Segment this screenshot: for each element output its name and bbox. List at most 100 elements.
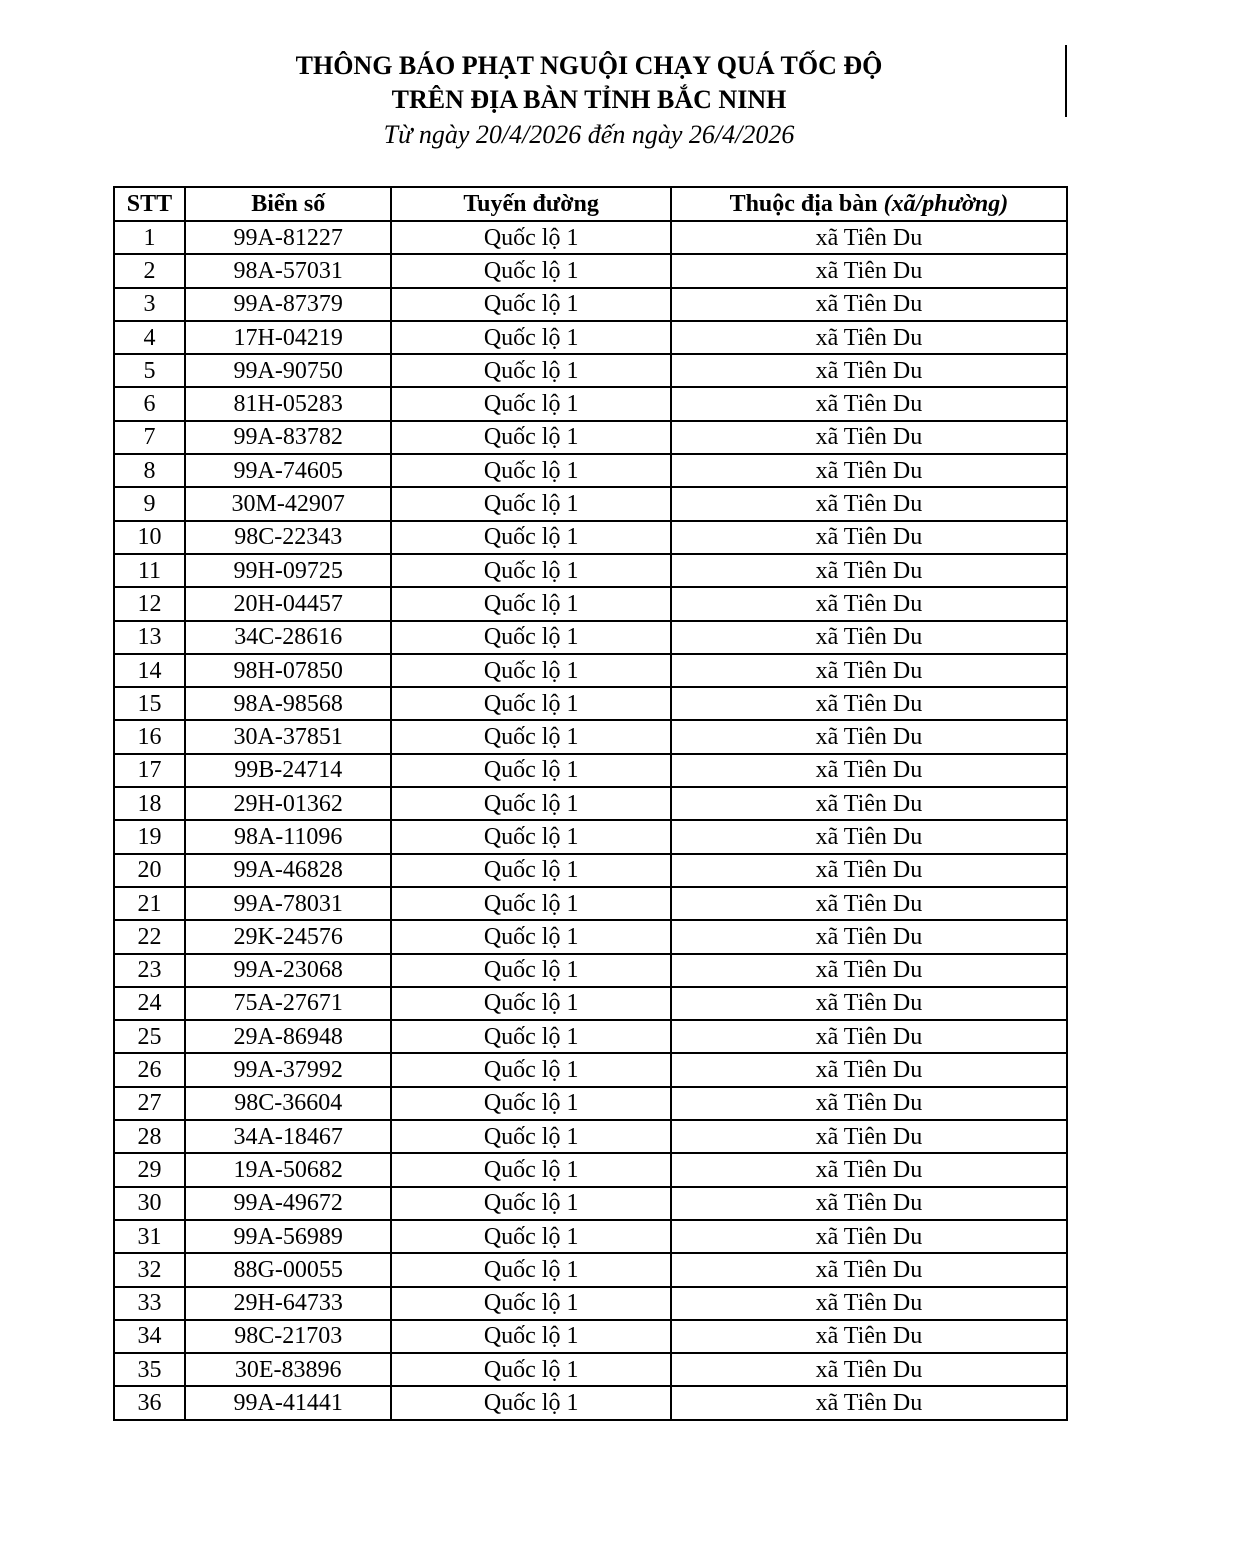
table-row: 36 99A-41441 Quốc lộ 1 xã Tiên Du: [113, 1385, 1069, 1421]
cell-stt: 16: [113, 719, 186, 755]
cell-route: Quốc lộ 1: [390, 519, 672, 555]
cell-plate: 19A-50682: [183, 1152, 393, 1188]
cell-route: Quốc lộ 1: [390, 1052, 672, 1088]
cell-plate: 98C-21703: [183, 1318, 393, 1355]
cell-area: xã Tiên Du: [669, 586, 1069, 622]
violations-table: STT Biển số Tuyến đường Thuộc địa bàn (x…: [113, 186, 1069, 1421]
cell-area: xã Tiên Du: [669, 752, 1069, 789]
cell-plate: 20H-04457: [183, 586, 393, 622]
cell-stt: 11: [113, 552, 186, 589]
cell-route: Quốc lộ 1: [390, 819, 672, 855]
cell-area: xã Tiên Du: [669, 1085, 1069, 1122]
table-row: 33 29H-64733 Quốc lộ 1 xã Tiên Du: [113, 1285, 1069, 1321]
table-row: 18 29H-01362 Quốc lộ 1 xã Tiên Du: [113, 786, 1069, 822]
cell-area: xã Tiên Du: [669, 1185, 1069, 1221]
cell-route: Quốc lộ 1: [390, 719, 672, 755]
cell-route: Quốc lộ 1: [390, 786, 672, 822]
cell-stt: 31: [113, 1218, 186, 1255]
table-row: 25 29A-86948 Quốc lộ 1 xã Tiên Du: [113, 1019, 1069, 1055]
cell-plate: 98A-98568: [183, 686, 393, 722]
cell-route: Quốc lộ 1: [390, 219, 672, 256]
cell-plate: 99A-87379: [183, 286, 393, 322]
cell-plate: 88G-00055: [183, 1252, 393, 1288]
cell-route: Quốc lộ 1: [390, 319, 672, 356]
cell-stt: 20: [113, 852, 186, 888]
cell-plate: 99A-49672: [183, 1185, 393, 1221]
cell-stt: 35: [113, 1352, 186, 1388]
cell-route: Quốc lộ 1: [390, 752, 672, 789]
cell-area: xã Tiên Du: [669, 652, 1069, 689]
cell-route: Quốc lộ 1: [390, 1285, 672, 1321]
cell-plate: 99A-23068: [183, 952, 393, 988]
table-row: 23 99A-23068 Quốc lộ 1 xã Tiên Du: [113, 952, 1069, 988]
cell-stt: 22: [113, 919, 186, 955]
cell-stt: 3: [113, 286, 186, 322]
cell-area: xã Tiên Du: [669, 253, 1069, 289]
table-row: 16 30A-37851 Quốc lộ 1 xã Tiên Du: [113, 719, 1069, 755]
cell-area: xã Tiên Du: [669, 852, 1069, 888]
cell-plate: 30M-42907: [183, 486, 393, 522]
cell-stt: 21: [113, 885, 186, 922]
table-row: 17 99B-24714 Quốc lộ 1 xã Tiên Du: [113, 752, 1069, 789]
cell-plate: 99H-09725: [183, 552, 393, 589]
table-row: 8 99A-74605 Quốc lộ 1 xã Tiên Du: [113, 453, 1069, 489]
cell-stt: 24: [113, 985, 186, 1022]
cell-area: xã Tiên Du: [669, 286, 1069, 322]
table-row: 27 98C-36604 Quốc lộ 1 xã Tiên Du: [113, 1085, 1069, 1122]
cell-route: Quốc lộ 1: [390, 1085, 672, 1122]
document-title-line2: TRÊN ĐỊA BÀN TỈNH BẮC NINH: [391, 85, 787, 114]
cell-area: xã Tiên Du: [669, 1352, 1069, 1388]
table-row: 31 99A-56989 Quốc lộ 1 xã Tiên Du: [113, 1218, 1069, 1255]
table-row: 4 17H-04219 Quốc lộ 1 xã Tiên Du: [113, 319, 1069, 356]
cell-area: xã Tiên Du: [669, 1385, 1069, 1421]
cell-plate: 34C-28616: [183, 619, 393, 655]
cell-route: Quốc lộ 1: [390, 652, 672, 689]
margin-line: [1065, 45, 1067, 117]
cell-plate: 29A-86948: [183, 1019, 393, 1055]
cell-area: xã Tiên Du: [669, 819, 1069, 855]
cell-stt: 18: [113, 786, 186, 822]
header-plate: Biển số: [183, 186, 393, 222]
cell-area: xã Tiên Du: [669, 453, 1069, 489]
table-row: 28 34A-18467 Quốc lộ 1 xã Tiên Du: [113, 1119, 1069, 1155]
cell-stt: 17: [113, 752, 186, 789]
table-row: 2 98A-57031 Quốc lộ 1 xã Tiên Du: [113, 253, 1069, 289]
cell-area: xã Tiên Du: [669, 319, 1069, 356]
cell-route: Quốc lộ 1: [390, 486, 672, 522]
cell-stt: 1: [113, 219, 186, 256]
table-row: 19 98A-11096 Quốc lộ 1 xã Tiên Du: [113, 819, 1069, 855]
cell-plate: 99A-56989: [183, 1218, 393, 1255]
cell-plate: 30E-83896: [183, 1352, 393, 1388]
cell-area: xã Tiên Du: [669, 1019, 1069, 1055]
cell-route: Quốc lộ 1: [390, 1218, 672, 1255]
header-area: Thuộc địa bàn (xã/phường): [669, 186, 1069, 222]
cell-area: xã Tiên Du: [669, 1218, 1069, 1255]
cell-area: xã Tiên Du: [669, 419, 1069, 456]
cell-plate: 99A-41441: [183, 1385, 393, 1421]
cell-route: Quốc lộ 1: [390, 985, 672, 1022]
table-row: 20 99A-46828 Quốc lộ 1 xã Tiên Du: [113, 852, 1069, 888]
table-row: 32 88G-00055 Quốc lộ 1 xã Tiên Du: [113, 1252, 1069, 1288]
cell-area: xã Tiên Du: [669, 619, 1069, 655]
cell-route: Quốc lộ 1: [390, 286, 672, 322]
cell-area: xã Tiên Du: [669, 786, 1069, 822]
cell-route: Quốc lộ 1: [390, 453, 672, 489]
date-range: Từ ngày 20/4/2026 đến ngày 26/4/2026: [383, 120, 795, 149]
cell-route: Quốc lộ 1: [390, 1352, 672, 1388]
cell-route: Quốc lộ 1: [390, 1185, 672, 1221]
cell-area: xã Tiên Du: [669, 686, 1069, 722]
cell-route: Quốc lộ 1: [390, 1119, 672, 1155]
cell-route: Quốc lộ 1: [390, 919, 672, 955]
table-row: 14 98H-07850 Quốc lộ 1 xã Tiên Du: [113, 652, 1069, 689]
cell-area: xã Tiên Du: [669, 985, 1069, 1022]
cell-plate: 99A-74605: [183, 453, 393, 489]
cell-route: Quốc lộ 1: [390, 419, 672, 456]
table-row: 35 30E-83896 Quốc lộ 1 xã Tiên Du: [113, 1352, 1069, 1388]
cell-stt: 27: [113, 1085, 186, 1122]
cell-plate: 99A-81227: [183, 219, 393, 256]
cell-area: xã Tiên Du: [669, 486, 1069, 522]
cell-stt: 2: [113, 253, 186, 289]
table-row: 9 30M-42907 Quốc lộ 1 xã Tiên Du: [113, 486, 1069, 522]
cell-area: xã Tiên Du: [669, 952, 1069, 988]
cell-stt: 25: [113, 1019, 186, 1055]
